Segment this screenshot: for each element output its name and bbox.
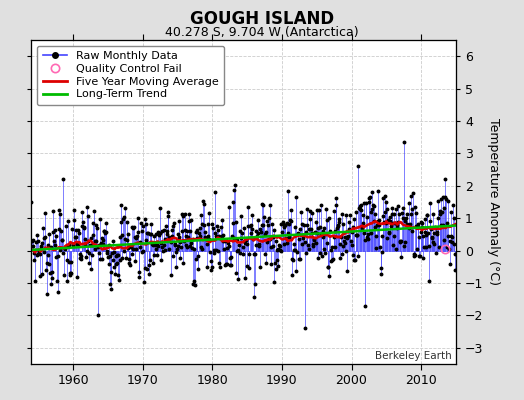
Text: GOUGH ISLAND: GOUGH ISLAND: [190, 10, 334, 28]
Text: Berkeley Earth: Berkeley Earth: [375, 351, 452, 361]
Y-axis label: Temperature Anomaly (°C): Temperature Anomaly (°C): [487, 118, 500, 286]
Legend: Raw Monthly Data, Quality Control Fail, Five Year Moving Average, Long-Term Tren: Raw Monthly Data, Quality Control Fail, …: [37, 46, 224, 105]
Text: 40.278 S, 9.704 W (Antarctica): 40.278 S, 9.704 W (Antarctica): [165, 26, 359, 39]
